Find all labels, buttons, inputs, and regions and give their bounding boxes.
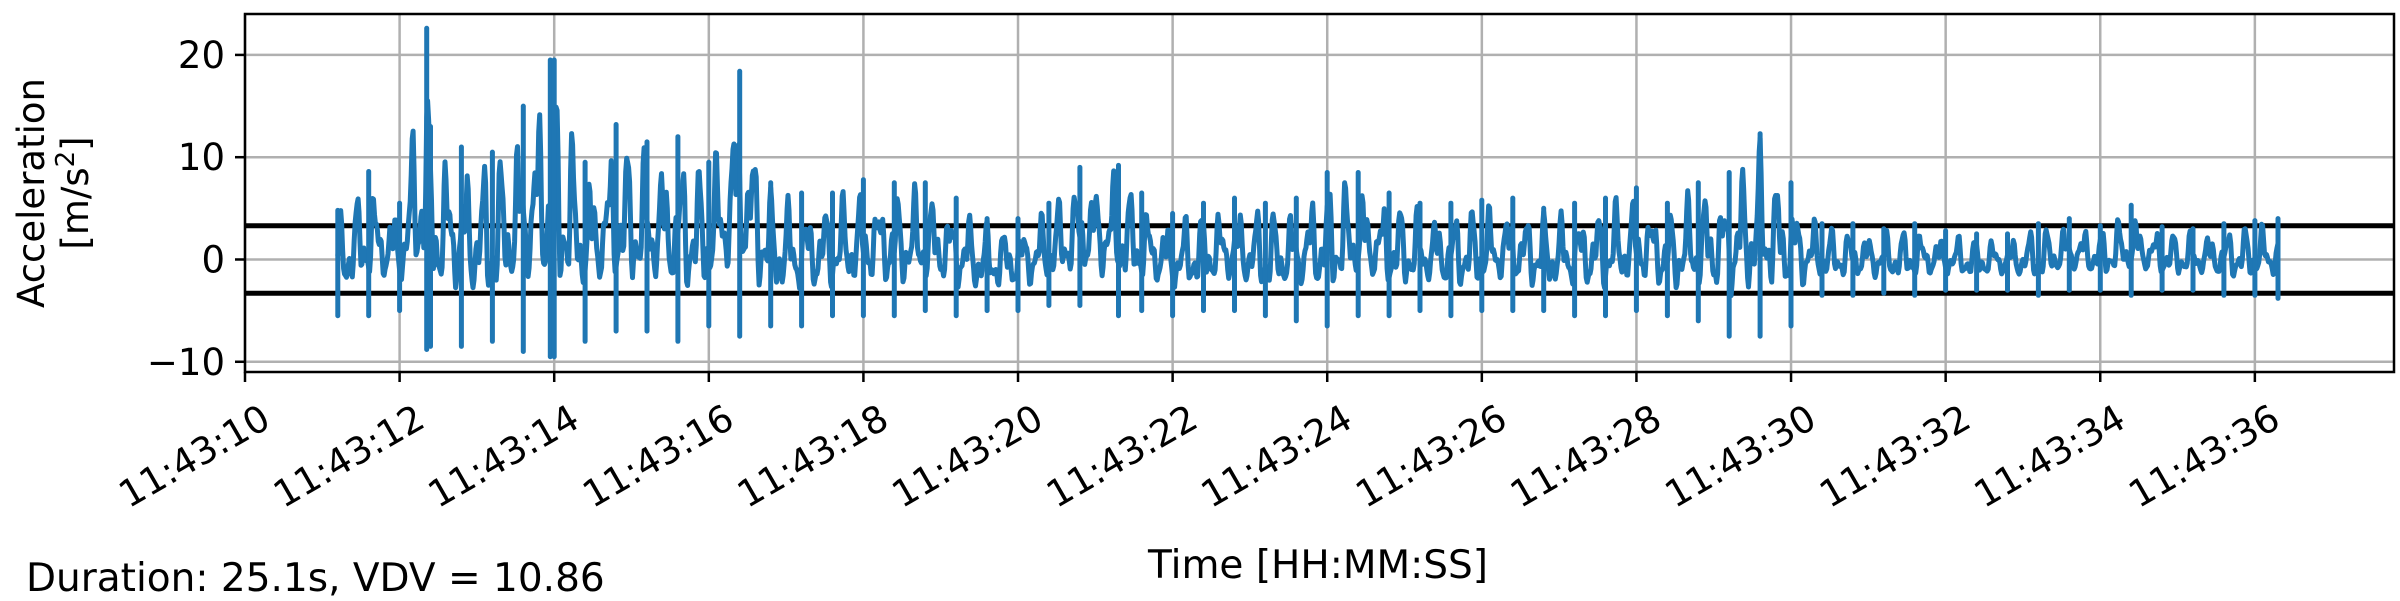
y-unit-end: ]: [54, 136, 97, 150]
plot-frame: [243, 12, 2396, 374]
y-ticks: −10 0 10 20: [147, 34, 245, 384]
x-tick-label: 11:43:32: [1812, 396, 1977, 516]
x-tick-label: 11:43:22: [1039, 396, 1204, 516]
x-tick-label: 11:43:26: [1349, 396, 1514, 516]
x-tick-label: 11:43:20: [885, 396, 1050, 516]
duration-vdv-note: Duration: 25.1s, VDV = 10.86: [26, 556, 605, 601]
x-ticks: 11:43:1011:43:1211:43:1411:43:1611:43:18…: [112, 372, 2287, 516]
y-tick-label: −10: [147, 341, 225, 384]
y-tick-label: 20: [178, 34, 225, 77]
x-tick-label: 11:43:12: [266, 396, 431, 516]
x-axis-label: Time [HH:MM:SS]: [1147, 543, 1488, 588]
acceleration-series-line: [335, 98, 2281, 298]
x-tick-label: 11:43:28: [1503, 396, 1668, 516]
y-unit-base: [m/s: [54, 167, 97, 249]
series-layer: [335, 25, 2281, 360]
x-tick-label: 11:43:30: [1658, 396, 1823, 516]
grid-lines: [243, 14, 2394, 372]
y-tick-label: 0: [201, 238, 225, 281]
x-tick-label: 11:43:34: [1967, 396, 2132, 516]
y-tick-label: 10: [178, 136, 225, 179]
x-tick-label: 11:43:10: [112, 396, 277, 516]
y-axis-label: Acceleration: [10, 78, 53, 308]
y-unit-exponent: 2: [51, 151, 81, 168]
x-tick-label: 11:43:24: [1194, 396, 1359, 516]
y-axis-unit-label: [m/s2]: [51, 136, 97, 249]
x-tick-label: 11:43:36: [2122, 396, 2287, 516]
x-tick-label: 11:43:16: [575, 396, 740, 516]
x-tick-label: 11:43:14: [421, 396, 586, 516]
x-tick-label: 11:43:18: [730, 396, 895, 516]
